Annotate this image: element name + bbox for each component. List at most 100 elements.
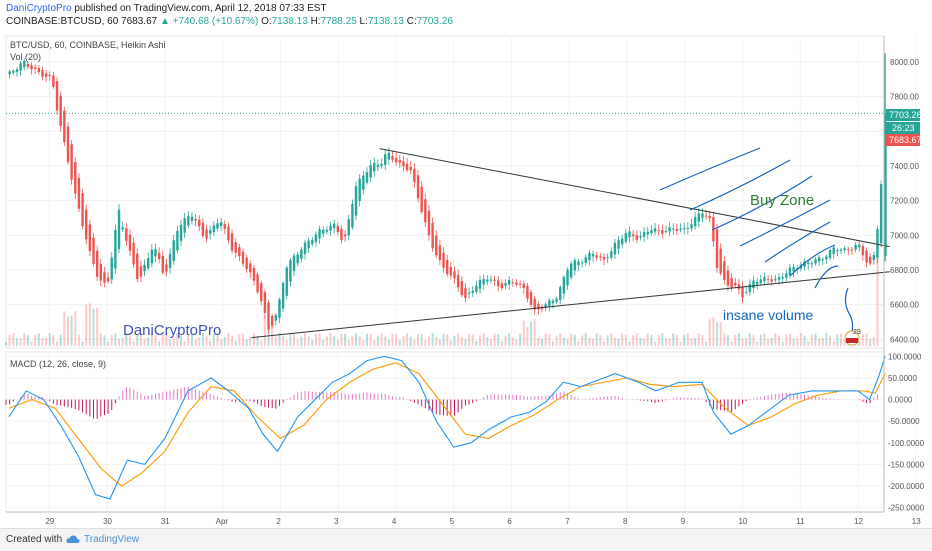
candle-body	[336, 225, 340, 233]
macd-line	[8, 355, 886, 500]
candle-body	[449, 267, 453, 276]
candle-body	[770, 279, 773, 282]
volume-bar	[41, 338, 44, 346]
footer-tradingview[interactable]: TradingView	[84, 534, 140, 545]
macd-pane-frame	[5, 351, 885, 513]
volume-bar	[654, 341, 657, 346]
candle-body	[394, 157, 398, 163]
volume-bar	[788, 333, 791, 346]
candle-body	[37, 68, 41, 73]
candle-body	[190, 216, 194, 221]
volume-bar	[23, 333, 26, 346]
volume-bar	[289, 334, 292, 346]
candle-body	[471, 290, 474, 293]
volume-bar	[293, 333, 296, 346]
volume-bar	[803, 335, 806, 346]
candle-body	[332, 223, 336, 229]
candle-body	[814, 259, 817, 264]
volume-bar	[63, 311, 66, 346]
volume-bar	[96, 307, 99, 346]
price-chart[interactable]: 6400.00 6600.00 6800.00 7000.00 7200.00 7400.…	[0, 30, 932, 528]
candle-body	[858, 244, 861, 248]
volume-bar	[406, 333, 409, 346]
candle-body	[879, 184, 883, 244]
candle-body	[227, 226, 230, 241]
candle-body	[81, 193, 84, 227]
buy-zone-stroke	[689, 159, 791, 211]
volume-bar	[209, 340, 212, 346]
volume-bar	[417, 333, 420, 346]
time-tick-label: 6	[507, 517, 512, 526]
volume-bar	[180, 335, 183, 346]
volume-bar	[12, 333, 15, 346]
candle-body	[861, 245, 865, 256]
time-tick-label: 3	[334, 517, 339, 526]
volume-bar	[424, 340, 427, 346]
candle-body	[446, 260, 449, 274]
candle-body	[121, 227, 124, 230]
candle-body	[322, 229, 325, 234]
candles	[8, 53, 887, 334]
candle-body	[139, 266, 143, 277]
candle-body	[431, 222, 434, 249]
buy-zone-label: Buy Zone	[750, 192, 814, 209]
volume-bar	[125, 333, 128, 346]
candle-body	[588, 252, 591, 261]
candle-body	[48, 75, 51, 77]
publish-info: published on TradingView.com, April 12, …	[74, 3, 327, 14]
price-tick-label: 8000.00	[890, 58, 919, 67]
candle-body	[730, 278, 733, 288]
volume-bar	[683, 334, 686, 346]
trendlines[interactable]	[251, 148, 890, 339]
candle-body	[307, 240, 310, 249]
volume-bar	[482, 333, 485, 346]
candle-body	[442, 252, 445, 268]
high-label: H:	[310, 16, 321, 27]
candle-body	[599, 256, 602, 258]
volume-bar	[274, 336, 277, 346]
candle-body	[507, 279, 511, 285]
author-link[interactable]: DaniCryptoPro	[6, 3, 72, 14]
open-value: 7138.13	[271, 16, 308, 27]
volume-bar	[263, 316, 266, 346]
price-tick-label: 7400.00	[890, 162, 919, 171]
candle-body	[245, 257, 248, 270]
volume-bar	[103, 335, 106, 346]
volume-bar	[45, 337, 48, 346]
candle-body	[693, 217, 697, 227]
volume-bar	[471, 334, 474, 346]
volume-bar	[869, 339, 872, 346]
candle-body	[847, 249, 850, 251]
volume-bar	[336, 340, 339, 346]
candle-body	[41, 70, 44, 77]
volume-bar	[460, 336, 463, 346]
candle-body	[26, 63, 30, 67]
chart-header: DaniCryptoPro published on TradingView.c…	[0, 0, 932, 30]
price-tag-last: 7703.26	[889, 110, 922, 120]
volume-bar	[562, 337, 565, 346]
candle-body	[453, 271, 456, 279]
candle-body	[347, 219, 350, 236]
candle-body	[635, 235, 639, 240]
volume-bar	[234, 340, 237, 346]
volume-bars	[5, 229, 879, 346]
volume-bar	[435, 336, 438, 346]
candle-body	[179, 224, 183, 241]
candle-body	[198, 219, 201, 227]
candle-body	[763, 276, 766, 282]
candle-body	[365, 172, 369, 183]
low-value: 7138.13	[367, 16, 404, 27]
candle-body	[515, 282, 518, 285]
buy-zone-stroke	[764, 221, 831, 263]
time-tick-label: 9	[681, 517, 686, 526]
pane-title: BTC/USD, 60, COINBASE, Heikin Ashi	[10, 40, 166, 50]
candle-body	[715, 229, 719, 269]
volume-bar	[205, 335, 208, 346]
volume-bar	[5, 342, 7, 346]
volume-bar	[409, 336, 412, 346]
candle-body	[456, 274, 460, 288]
volume-bar	[231, 335, 234, 346]
time-tick-label: 31	[161, 517, 170, 526]
candle-body	[573, 260, 577, 271]
candle-body	[781, 276, 784, 279]
